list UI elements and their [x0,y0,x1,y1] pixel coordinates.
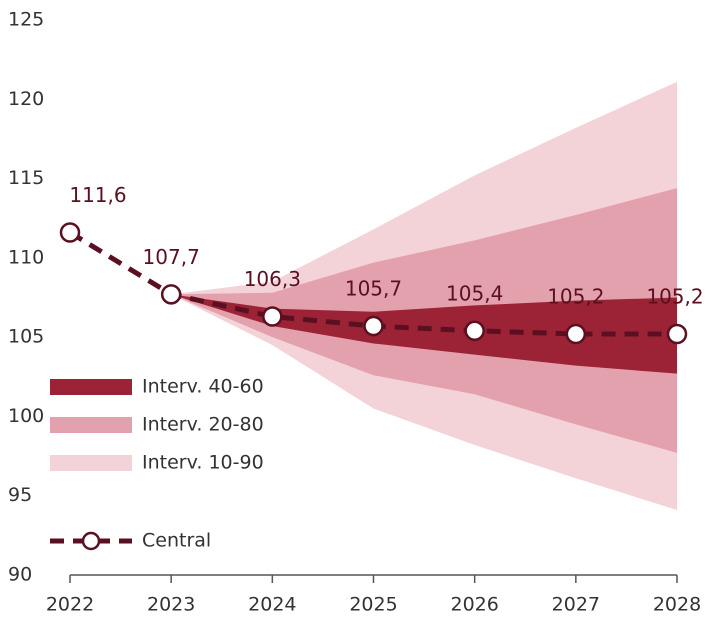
legend-label: Interv. 20-80 [142,414,264,436]
point [59,222,81,243]
x-tick-label: 2024 [248,594,296,616]
legend-swatch [50,379,132,395]
x-tick-label: 2027 [552,594,600,616]
x-tick-label: 2026 [450,594,498,616]
point [464,320,485,342]
legend-label: Interv. 10-90 [142,452,264,474]
legend-label: Central [142,530,211,552]
y-tick-label: 95 [8,484,32,506]
y-tick-label: 125 [8,9,44,31]
data-label: 106,3 [244,267,301,291]
data-label: 105,2 [547,284,604,308]
data-label: 105,4 [446,281,503,305]
data-label: 105,7 [345,277,402,301]
legend-point [81,531,101,551]
y-tick-label: 105 [8,326,44,348]
point [565,323,587,345]
data-label: 105,2 [646,284,703,308]
data-label: 107,7 [143,245,200,269]
point [160,284,182,305]
y-tick-label: 110 [8,246,44,268]
point [363,315,384,337]
x-tick-label: 2023 [147,594,195,616]
y-tick-label: 115 [8,167,44,189]
x-tick-label: 2028 [653,594,701,616]
x-tick-label: 2022 [46,594,94,616]
y-tick-label: 90 [8,564,32,586]
data-label: 111,6 [69,183,126,207]
legend-swatch [50,455,132,471]
y-tick-label: 100 [8,405,44,427]
x-tick-label: 2025 [349,594,397,616]
y-tick-label: 120 [8,88,44,110]
fan-band [171,294,677,374]
point [262,306,283,327]
legend-label: Interv. 40-60 [142,376,264,398]
point [666,323,688,345]
legend-swatch [50,417,132,433]
